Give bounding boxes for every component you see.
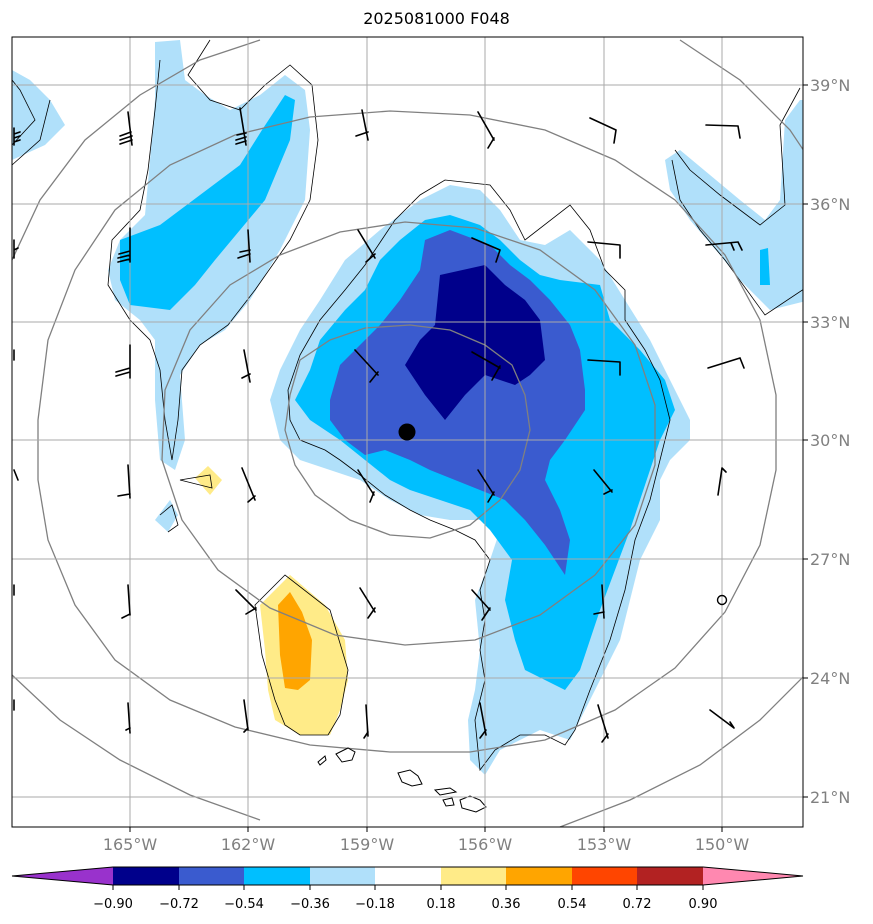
calm-wind-marker	[716, 594, 728, 606]
lon-label-153w: 153°W	[577, 835, 632, 854]
wind-barb	[707, 357, 745, 369]
wind-barb	[115, 344, 131, 379]
lat-label-24n: 24°N	[810, 669, 850, 688]
map-area[interactable]	[12, 37, 810, 827]
colorbar-bin	[179, 867, 244, 885]
wind-barb	[477, 111, 495, 149]
axis-ticks	[129, 84, 808, 832]
wind-barb	[355, 109, 369, 141]
colorbar-over-arrow	[703, 867, 803, 885]
lon-label-159w: 159°W	[340, 835, 395, 854]
shade-level-minus-090	[405, 265, 545, 420]
range-rings	[12, 39, 803, 827]
wind-barbs	[13, 107, 745, 743]
wind-barb	[717, 467, 727, 496]
wind-barb	[363, 704, 369, 739]
colorbar-tick-label: 0.18	[427, 897, 456, 912]
wind-barb	[119, 111, 133, 146]
wind-barb	[13, 239, 19, 259]
colorbar-tick-label: −0.90	[93, 897, 133, 912]
wind-barb	[125, 702, 131, 734]
wind-barb	[241, 467, 256, 503]
map-frame	[11, 36, 804, 828]
wind-barb	[471, 589, 491, 621]
wind-barb	[709, 709, 735, 729]
lat-label-30n: 30°N	[810, 431, 850, 450]
lon-label-162w: 162°W	[221, 835, 276, 854]
wind-barb	[243, 699, 249, 733]
contour-outlines	[12, 39, 803, 772]
colorbar-tick-label: 0.54	[558, 897, 587, 912]
colorbar-tick-label: 0.90	[689, 897, 718, 912]
lon-label-156w: 156°W	[458, 835, 513, 854]
wind-barb	[593, 469, 613, 495]
colorbar-bin	[375, 867, 441, 885]
wind-barb	[357, 469, 375, 503]
colorbar-under-arrow	[12, 867, 113, 885]
colorbar-tick-label: −0.72	[159, 897, 199, 912]
lon-label-150w: 150°W	[695, 835, 750, 854]
lat-label-33n: 33°N	[810, 313, 850, 332]
wind-barb	[587, 359, 621, 376]
colorbar-tick-label: −0.18	[355, 897, 395, 912]
colorbar-tick-label: 0.36	[492, 897, 521, 912]
lat-label-21n: 21°N	[810, 788, 850, 807]
wind-barb	[121, 584, 131, 619]
wind-barb	[359, 587, 376, 619]
colorbar: −0.90 −0.72 −0.54 −0.36 −0.18 0.18 0.36 …	[11, 866, 804, 912]
wind-barb	[117, 227, 131, 263]
longitude-labels: 165°W 162°W 159°W 156°W 153°W 150°W	[103, 835, 750, 854]
map-title: 2025081000 F048	[363, 9, 510, 28]
wind-barb	[357, 229, 376, 263]
colorbar-tick-label: −0.36	[290, 897, 330, 912]
wind-barb	[354, 349, 379, 383]
wind-barb	[705, 241, 743, 251]
colorbar-bin	[572, 867, 637, 885]
wind-barb	[13, 127, 21, 146]
wind-barb	[589, 117, 617, 144]
lat-label-36n: 36°N	[810, 195, 850, 214]
wind-barb	[587, 241, 621, 259]
lat-label-27n: 27°N	[810, 550, 850, 569]
wind-barb	[593, 584, 605, 619]
wind-barb	[13, 469, 19, 481]
storm-center-marker	[398, 423, 416, 441]
lon-label-165w: 165°W	[103, 835, 158, 854]
wind-barb	[471, 351, 501, 381]
wind-barb	[479, 702, 487, 739]
wind-barb	[471, 237, 501, 263]
wind-barb	[597, 704, 609, 743]
wind-barb	[235, 589, 257, 615]
colorbar-tick-label: 0.72	[623, 897, 652, 912]
colorbar-bin	[310, 867, 375, 885]
wind-barb	[237, 229, 251, 263]
wind-barb	[235, 107, 247, 146]
colorbar-bin	[244, 867, 310, 885]
wind-barb	[705, 124, 741, 139]
wind-barb	[477, 469, 495, 503]
hawaiian-islands	[317, 747, 487, 813]
colorbar-bin	[113, 867, 179, 885]
shade-level-plus-036	[278, 592, 312, 690]
wind-barb	[117, 464, 131, 499]
lat-label-39n: 39°N	[810, 76, 850, 95]
colorbar-bin	[637, 867, 703, 885]
wind-barb	[241, 349, 251, 383]
latitude-labels: 21°N 24°N 27°N 30°N 33°N 36°N 39°N	[810, 76, 850, 807]
colorbar-bin	[441, 867, 506, 885]
colorbar-tick-label: −0.54	[224, 897, 264, 912]
colorbar-bin	[506, 867, 572, 885]
